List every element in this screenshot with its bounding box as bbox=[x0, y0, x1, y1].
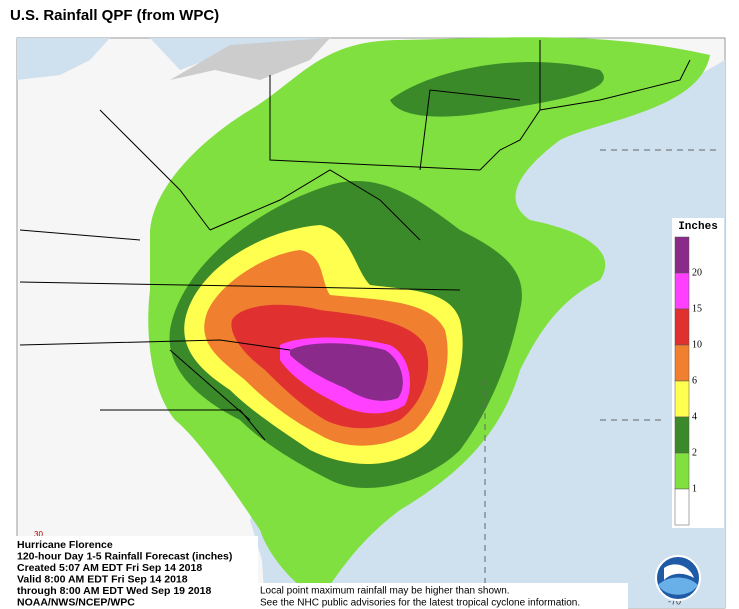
noaa-logo bbox=[655, 555, 701, 601]
title: U.S. Rainfall QPF (from WPC) bbox=[10, 7, 219, 24]
graticule bbox=[484, 149, 720, 600]
disclaimer-box bbox=[258, 583, 628, 609]
legend-swatch bbox=[674, 380, 690, 418]
legend: Inches 20 15 10 6 4 2 1 bbox=[672, 218, 724, 528]
no-data-area bbox=[170, 38, 330, 80]
caption-line: Hurricane Florence bbox=[17, 539, 113, 551]
legend-label: 2 bbox=[692, 447, 697, 458]
legend-swatch bbox=[674, 344, 690, 382]
caption-line: NOAA/NWS/NCEP/WPC bbox=[17, 596, 135, 608]
caption-line: 120-hour Day 1-5 Rainfall Forecast (inch… bbox=[17, 550, 232, 562]
caption-box bbox=[15, 536, 258, 609]
legend-swatch bbox=[674, 236, 690, 274]
legend-label: 10 bbox=[692, 339, 702, 350]
rain-20in bbox=[290, 343, 403, 401]
legend-label: 1 bbox=[692, 483, 697, 494]
legend-title: Inches bbox=[678, 221, 718, 233]
legend-swatch bbox=[674, 488, 690, 526]
legend-label: 4 bbox=[692, 411, 697, 422]
legend-label: 15 bbox=[692, 303, 702, 314]
lon-label: -70 bbox=[668, 596, 681, 606]
boundaries bbox=[19, 40, 691, 441]
caption-line: through 8:00 AM EDT Wed Sep 19 2018 bbox=[17, 585, 211, 597]
legend-swatch bbox=[674, 308, 690, 346]
caption-line: Valid 8:00 AM EDT Fri Sep 14 2018 bbox=[17, 573, 188, 585]
lat-label: 30 bbox=[34, 530, 43, 539]
legend-label: 20 bbox=[692, 267, 702, 278]
disclaimer-line: See the NHC public advisories for the la… bbox=[260, 598, 580, 609]
legend-swatch bbox=[674, 416, 690, 454]
legend-swatch bbox=[674, 272, 690, 310]
disclaimer-line: Local point maximum rainfall may be high… bbox=[260, 586, 510, 597]
map: 30 -70 bbox=[16, 37, 726, 609]
legend-label: 6 bbox=[692, 375, 697, 386]
disclaimer: Local point maximum rainfall may be high… bbox=[258, 583, 628, 609]
caption-line: Created 5:07 AM EDT Fri Sep 14 2018 bbox=[17, 562, 202, 574]
legend-swatch bbox=[674, 452, 690, 490]
